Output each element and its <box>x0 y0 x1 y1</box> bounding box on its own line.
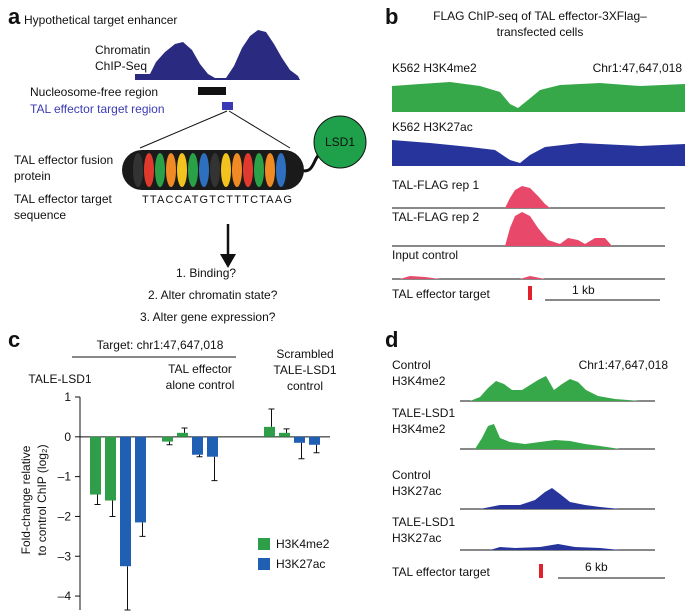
bar <box>207 436 218 457</box>
y-axis-label: Fold-change relative to control ChIP (log… <box>19 444 49 555</box>
track <box>475 424 620 449</box>
track-label: TAL-FLAG rep 2 <box>392 210 479 224</box>
error-bar <box>166 441 173 446</box>
target-label: TAL effector target <box>392 565 490 579</box>
error-bar <box>283 428 290 433</box>
error-bar <box>109 500 116 517</box>
error-bar <box>124 566 131 611</box>
track-label: Control H3K4me2 <box>392 358 446 388</box>
zoom-line <box>228 110 291 149</box>
chip-label: Chromatin ChIP-Seq <box>95 43 150 73</box>
panel-letter: c <box>8 327 20 352</box>
chip-peak <box>135 30 300 80</box>
target-label: TAL effector target <box>392 287 490 301</box>
track-label: TAL-FLAG rep 1 <box>392 178 479 192</box>
error-bar <box>196 454 203 458</box>
track-label: TALE-LSD1 H3K4me2 <box>392 406 455 436</box>
y-tick-label: –1 <box>58 470 72 484</box>
sequence-label: TAL effector target sequence <box>14 192 112 222</box>
question: 2. Alter chromatin state? <box>148 288 278 302</box>
error-bar <box>94 494 101 505</box>
track-label: K562 H3K27ac <box>392 120 473 134</box>
question: 3. Alter gene expression? <box>140 310 276 324</box>
arrow-head <box>220 254 236 268</box>
error-bar <box>139 522 146 537</box>
legend-label: H3K27ac <box>276 557 325 571</box>
error-bar <box>298 442 305 460</box>
track <box>480 488 620 509</box>
panel-title: FLAG ChIP-seq of TAL effector-3XFlag– tra… <box>433 9 647 39</box>
track <box>470 376 640 401</box>
error-bar <box>181 427 188 433</box>
bar <box>135 436 146 523</box>
track <box>490 544 620 550</box>
target-tick <box>528 286 532 300</box>
y-tick-label: –2 <box>58 509 72 523</box>
group-label: TAL effector alone control <box>166 362 235 392</box>
fusion-label: TAL effector fusion protein <box>14 153 113 183</box>
y-tick-label: –3 <box>58 549 72 563</box>
group-label: TALE-LSD1 <box>28 372 91 386</box>
bar <box>162 436 173 442</box>
lsd1-domain <box>313 115 367 169</box>
error-bar <box>211 456 218 482</box>
bar <box>90 436 101 495</box>
scale-label: 1 kb <box>572 283 595 297</box>
panel-letter: a <box>8 4 21 29</box>
target-region-label: TAL effector target region <box>30 102 165 116</box>
track <box>392 82 685 112</box>
bar <box>279 432 290 437</box>
sequence: TTACCATGTCTTTCTAAG <box>142 194 293 206</box>
track <box>400 276 545 279</box>
panel-title: Hypothetical target enhancer <box>24 13 177 27</box>
track-label: Input control <box>392 248 458 262</box>
error-bar <box>268 408 275 427</box>
track <box>505 212 612 246</box>
error-bar <box>313 444 320 454</box>
legend-swatch <box>258 538 270 550</box>
nucleosome-bar <box>198 87 226 95</box>
bar <box>264 426 275 437</box>
lsd1-label: LSD1 <box>325 135 355 149</box>
locus-label: Chr1:47,647,018 <box>579 358 669 372</box>
target-box <box>222 102 233 110</box>
panel-letter: d <box>385 327 398 352</box>
zoom-line <box>139 110 228 149</box>
y-tick-label: 1 <box>64 390 71 404</box>
legend-label: H3K4me2 <box>276 537 330 551</box>
bar <box>309 436 320 445</box>
locus-label: Chr1:47,647,018 <box>593 61 683 75</box>
bar <box>192 436 203 455</box>
bar-chart: c Target: chr1:47,647,018 Fold-change re… <box>8 327 337 611</box>
y-tick-label: –4 <box>58 589 72 603</box>
question: 1. Binding? <box>176 266 236 280</box>
panel-letter: b <box>385 4 398 29</box>
target-tick <box>539 564 543 578</box>
bar <box>105 436 116 501</box>
track-label: Control H3K27ac <box>392 468 441 498</box>
track-label: K562 H3K4me2 <box>392 61 477 75</box>
nucleosome-label: Nucleosome-free region <box>30 85 158 99</box>
repeat-beads <box>133 153 286 187</box>
target-label: Target: chr1:47,647,018 <box>97 338 224 352</box>
track-label: TALE-LSD1 H3K27ac <box>392 515 455 545</box>
bar <box>120 436 131 567</box>
track <box>505 186 550 208</box>
track <box>392 140 685 166</box>
bar <box>294 436 305 443</box>
legend-swatch <box>258 558 270 570</box>
bar <box>177 432 188 437</box>
group-label: Scrambled TALE-LSD1 control <box>273 347 336 393</box>
scale-label: 6 kb <box>585 560 608 574</box>
y-tick-label: 0 <box>64 430 71 444</box>
